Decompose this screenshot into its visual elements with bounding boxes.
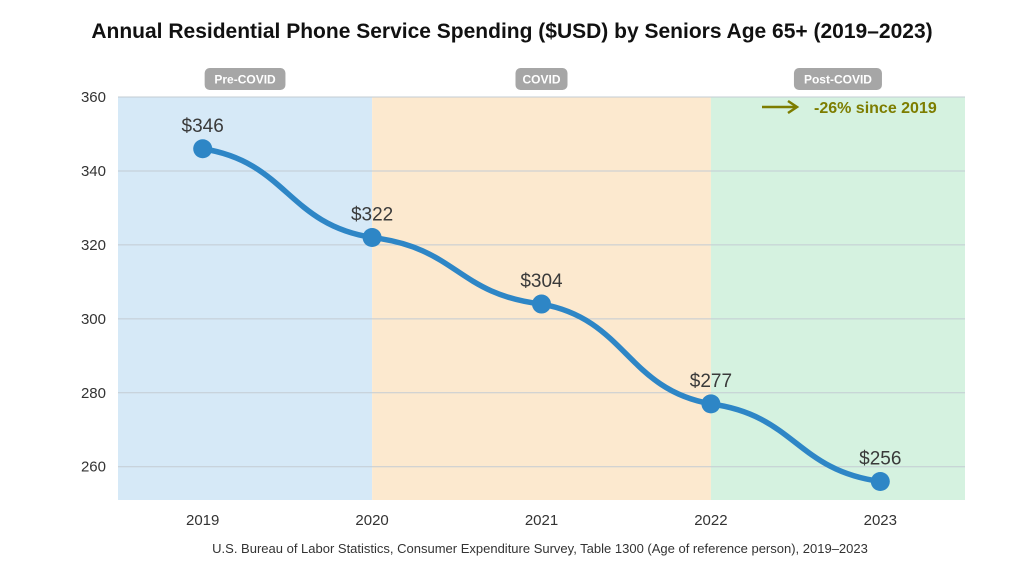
- x-tick-label: 2020: [355, 512, 388, 529]
- source-note: U.S. Bureau of Labor Statistics, Consume…: [212, 541, 868, 556]
- data-point: [362, 227, 382, 247]
- data-label: $346: [182, 116, 224, 137]
- data-point: [532, 294, 551, 314]
- x-tick-label: 2019: [186, 512, 219, 529]
- data-label: $322: [351, 204, 393, 225]
- y-tick-label: 340: [81, 163, 106, 180]
- data-point: [870, 472, 890, 492]
- y-tick-label: 300: [81, 311, 106, 328]
- period-label: Pre-COVID: [214, 73, 276, 87]
- period-band: [118, 97, 373, 500]
- y-tick-label: 260: [81, 459, 106, 476]
- x-tick-label: 2022: [694, 512, 727, 529]
- data-label: $304: [520, 271, 563, 292]
- data-point: [193, 139, 213, 159]
- period-label-pill: [515, 68, 568, 90]
- series-line: $346 $322 $304 $277 $256: [182, 116, 901, 492]
- x-tick-label: 2021: [525, 512, 558, 529]
- y-axis-ticks: 260 280 300 320 340 360: [81, 89, 106, 476]
- data-point: [701, 394, 721, 414]
- y-tick-label: 360: [81, 89, 106, 106]
- x-axis-ticks: 2019 2020 2021 2022 2023: [186, 512, 897, 529]
- period-label: COVID: [522, 73, 560, 87]
- arrow-head-icon: [787, 99, 800, 115]
- period-label-pill: [793, 68, 882, 90]
- y-tick-label: 320: [81, 237, 106, 254]
- y-tick-label: 280: [81, 385, 106, 402]
- data-label: $256: [859, 449, 901, 470]
- data-label: $277: [690, 371, 732, 392]
- chart-title: Annual Residential Phone Service Spendin…: [91, 20, 932, 43]
- period-label-pill: [204, 68, 286, 90]
- x-tick-label: 2023: [864, 512, 897, 529]
- annotation: -26% since 2019: [762, 99, 937, 117]
- period-band: [710, 97, 965, 500]
- annotation-text: -26% since 2019: [814, 100, 937, 117]
- period-label: Post-COVID: [804, 73, 872, 87]
